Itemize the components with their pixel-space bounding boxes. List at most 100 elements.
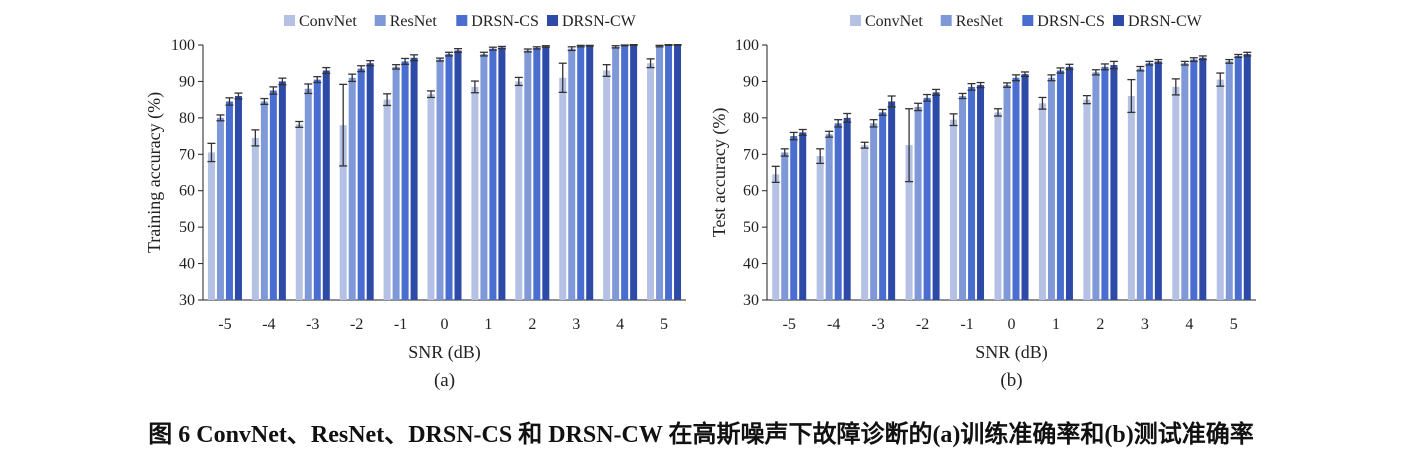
- chart1-bar: [1136, 68, 1144, 300]
- chart1-x-tick-label: -3: [871, 316, 884, 333]
- chart0-bar: [260, 101, 268, 300]
- chart1-legend-swatch: [1022, 15, 1034, 26]
- chart0-bar: [304, 88, 312, 300]
- chart1-bar: [905, 145, 913, 300]
- chart0-bar: [665, 45, 673, 300]
- chart0-bar: [647, 63, 655, 300]
- chart0-bar: [436, 59, 444, 301]
- chart1-bar: [861, 145, 869, 300]
- chart0-bar: [621, 45, 629, 300]
- chart1-bar: [870, 123, 878, 300]
- chart0-bar: [322, 70, 330, 300]
- chart1-bar: [879, 112, 887, 301]
- chart1-bar: [1127, 96, 1135, 300]
- chart0-bar: [498, 47, 506, 300]
- chart0-bar: [577, 46, 585, 300]
- chart1-bar: [932, 92, 940, 300]
- chart0-bar: [480, 54, 488, 300]
- chart0-bar: [533, 47, 541, 300]
- chart0-y-tick-label: 40: [179, 256, 195, 273]
- chart1-bar: [1234, 55, 1242, 300]
- chart0-bar: [489, 48, 497, 301]
- chart0-bar: [313, 79, 321, 300]
- chart0-bar: [357, 68, 365, 300]
- chart1-bar: [950, 119, 958, 300]
- chart0-x-tick-label: -5: [218, 316, 231, 333]
- chart1-bar: [1021, 74, 1029, 301]
- chart0-bar: [471, 86, 479, 301]
- chart1-y-tick-label: 30: [743, 292, 759, 309]
- chart1-bar: [1065, 66, 1073, 300]
- chart0-x-tick-label: 3: [572, 316, 580, 333]
- chart0-legend-swatch: [284, 15, 295, 26]
- figure-caption: 图 6 ConvNet、ResNet、DRSN-CS 和 DRSN-CW 在高斯…: [148, 422, 1254, 448]
- chart1-legend-swatch: [1113, 15, 1124, 26]
- chart1-bar: [1243, 54, 1251, 300]
- chart1-bar: [1003, 85, 1011, 300]
- chart0-x-tick-label: -1: [394, 316, 407, 333]
- chart0-bar: [427, 94, 435, 300]
- chart0-x-tick-label: 1: [484, 316, 492, 333]
- chart1-bar: [1154, 61, 1162, 301]
- chart0-bar: [278, 81, 286, 300]
- chart1-legend-swatch: [940, 15, 952, 26]
- chart1-x-tick-label: -4: [827, 316, 840, 333]
- chart1-y-axis-title: Test accuracy (%): [709, 108, 730, 238]
- chart0-bar: [216, 117, 224, 300]
- chart0-bar: [383, 99, 391, 301]
- training-accuracy-chart: 30 40 50 60 70 80 90 100 -5 -4 -3 -2 -1 0 1 2 3 4 5 SNR (dB…: [144, 13, 686, 391]
- chart0-x-axis-title: SNR (dB): [408, 342, 481, 363]
- chart1-y-tick-label: 40: [743, 256, 759, 273]
- chart1-bar: [843, 117, 851, 300]
- chart1-y-tick-label: 80: [743, 110, 759, 127]
- chart1-bar: [781, 152, 789, 300]
- chart1-bar: [1083, 99, 1091, 301]
- chart0-y-tick-label: 60: [179, 183, 195, 200]
- chart0-y-tick-label: 30: [179, 292, 195, 309]
- chart0-bar: [348, 77, 356, 301]
- chart0-bar: [674, 45, 682, 300]
- chart0-bar: [251, 137, 259, 300]
- chart1-bar: [825, 134, 833, 300]
- chart0-bar: [568, 48, 576, 301]
- chart0-x-tick-label: -4: [262, 316, 275, 333]
- chart1-x-tick-label: 0: [1008, 316, 1016, 333]
- chart0-bar: [234, 96, 242, 300]
- chart0-legend-swatch: [456, 15, 468, 26]
- chart0-bar: [515, 81, 523, 300]
- chart1-bar: [799, 132, 807, 300]
- chart0-bar: [559, 77, 567, 301]
- chart0-panel-label: (a): [434, 370, 455, 391]
- chart1-bar: [1145, 63, 1153, 300]
- chart1-bar: [1199, 57, 1207, 300]
- chart1-bar: [994, 112, 1002, 301]
- chart1-x-tick-label: -2: [916, 316, 929, 333]
- chart1-bar: [968, 86, 976, 301]
- chart0-bar: [454, 50, 462, 300]
- chart0-bar: [410, 57, 418, 300]
- chart1-x-tick-label: 3: [1141, 316, 1149, 333]
- chart0-legend-label: DRSN-CS: [471, 13, 539, 30]
- chart1-legend-label: DRSN-CS: [1037, 13, 1105, 30]
- chart1-bar: [977, 85, 985, 300]
- chart1-bar: [1225, 61, 1233, 301]
- chart0-x-tick-label: 5: [660, 316, 668, 333]
- chart0-bar: [542, 46, 550, 301]
- chart0-bar: [524, 50, 532, 300]
- chart1-y-tick-label: 90: [743, 73, 759, 90]
- chart1-bar: [816, 156, 824, 300]
- chart0-y-tick-label: 70: [179, 146, 195, 163]
- chart0-bar: [401, 61, 409, 301]
- chart0-bar: [630, 45, 638, 300]
- chart1-bar: [790, 136, 798, 300]
- chart1-bar: [1047, 77, 1055, 301]
- chart1-panel-label: (b): [1000, 370, 1022, 391]
- chart0-legend-label: ResNet: [390, 13, 438, 30]
- chart1-x-axis-title: SNR (dB): [975, 342, 1048, 363]
- chart1-bar: [1216, 79, 1224, 300]
- chart0-bar: [225, 101, 233, 300]
- chart1-bar: [923, 97, 931, 300]
- chart1-legend-label: ConvNet: [865, 13, 923, 30]
- chart1-bar: [1101, 66, 1109, 300]
- chart1-bar: [834, 123, 842, 300]
